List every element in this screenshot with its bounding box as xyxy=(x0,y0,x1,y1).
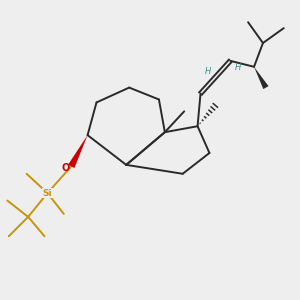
Text: H: H xyxy=(235,63,241,72)
Polygon shape xyxy=(68,135,88,168)
Text: O: O xyxy=(62,163,70,173)
Text: H: H xyxy=(205,67,211,76)
Text: Si: Si xyxy=(43,189,52,198)
Polygon shape xyxy=(254,67,268,89)
